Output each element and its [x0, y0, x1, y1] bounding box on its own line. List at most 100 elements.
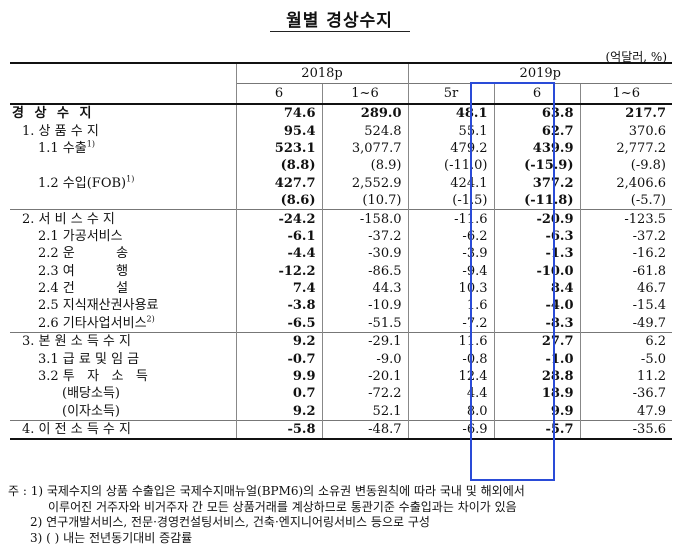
year-2018-header: 2018p	[235, 62, 408, 84]
table-row: 1. 상 품 수 지 95.4 524.8 55.1 62.7 370.6	[10, 122, 672, 140]
cell-value: -7.2	[407, 314, 494, 333]
cell-value: (8.6)	[235, 191, 322, 210]
row-label-text: 3.2 투 자 소 득	[38, 369, 148, 385]
cell-value: -6.2	[407, 227, 494, 246]
row-label: 2.4 건 설	[10, 280, 236, 297]
cell-value: 427.7	[235, 174, 322, 192]
row-label: 3.1 급 료 및 임 금	[10, 350, 236, 367]
cell-value: -35.6	[579, 420, 672, 441]
cell-value: 2,552.9	[321, 174, 408, 192]
cell-value: 18.9	[493, 385, 580, 403]
row-label-text: 2.2 운 송	[38, 246, 129, 262]
header-period-row: 6 1~6 5r 6 1~6	[10, 83, 672, 104]
cell-value: -61.8	[579, 262, 672, 280]
cell-value: 55.1	[407, 122, 494, 140]
row-label-text: 1.2 수입(FOB)	[38, 175, 127, 191]
row-label: 2.6 기타사업서비스2)	[10, 315, 236, 333]
header-year-row: 2018p 2019p	[10, 62, 672, 84]
year-2019-header: 2019p	[407, 62, 672, 84]
cell-value: 7.4	[235, 279, 322, 298]
cell-value: -49.7	[579, 314, 672, 333]
cell-value: 289.0	[321, 102, 408, 123]
cell-value: -15.4	[579, 297, 672, 315]
cell-value: 479.2	[407, 139, 494, 158]
cell-value: 9.2	[235, 402, 322, 421]
cell-value: 8.0	[407, 402, 494, 421]
cell-value: -10.9	[321, 297, 408, 315]
cell-value: -5.7	[493, 420, 580, 441]
cell-value: (-9.8)	[579, 157, 672, 175]
table-row: 2.1 가공서비스 -6.1 -37.2 -6.2 -6.3 -37.2	[10, 227, 672, 246]
cell-value: -37.2	[321, 227, 408, 246]
cell-value: (-11.8)	[493, 191, 580, 210]
table-row: 2.5 지식재산권사용료 -3.8 -10.9 1.6 -4.0 -15.4	[10, 297, 672, 315]
cell-value: -6.3	[493, 227, 580, 246]
cell-value: 3,077.7	[321, 139, 408, 158]
cell-value: -16.2	[579, 245, 672, 263]
cell-value: -72.2	[321, 385, 408, 403]
cell-value: -158.0	[321, 209, 408, 228]
row-label: 2.5 지식재산권사용료	[10, 297, 236, 314]
cell-value: -3.9	[407, 245, 494, 263]
cell-value: -86.5	[321, 262, 408, 280]
cell-value: 9.9	[493, 402, 580, 421]
row-label-text: 2. 서 비 스 수 지	[22, 211, 115, 227]
table-row: 4. 이 전 소 득 수 지 -5.8 -48.7 -6.9 -5.7 -35.6	[10, 420, 672, 441]
cell-value: -29.1	[321, 332, 408, 351]
cell-value: -0.8	[407, 350, 494, 368]
table-row: 경 상 수 지 74.6 289.0 48.1 63.8 217.7	[10, 102, 672, 123]
row-label: 1.2 수입(FOB)1)	[10, 175, 236, 192]
cell-value: (8.8)	[235, 157, 322, 175]
cell-value: -6.1	[235, 227, 322, 246]
footnote-2: 2) 연구개발서비스, 전문·경영컨설팅서비스, 건축·엔지니어링서비스 등으로…	[30, 515, 430, 529]
period-header: 1~6	[321, 83, 408, 104]
cell-value: -5.8	[235, 420, 322, 441]
cell-value: 11.6	[407, 332, 494, 351]
footnotes: 주 : 1) 국제수지의 상품 수출입은 국제수지매뉴얼(BPM6)의 소유권 …	[8, 484, 525, 546]
cell-value: 2,777.2	[579, 139, 672, 158]
table-row: 2.6 기타사업서비스2) -6.5 -51.5 -7.2 -8.3 -49.7	[10, 314, 672, 333]
cell-value: 46.7	[579, 279, 672, 298]
table-row: (8.8) (8.9) (-11.0) (-15.9) (-9.8)	[10, 157, 672, 175]
table-row: (8.6) (10.7) (-1.5) (-11.8) (-5.7)	[10, 191, 672, 210]
row-label-text: 1. 상 품 수 지	[22, 123, 99, 139]
table-row: 1.2 수입(FOB)1) 427.7 2,552.9 424.1 377.2 2,406…	[10, 174, 672, 192]
row-label	[10, 157, 236, 174]
table-row: 3.2 투 자 소 득 9.9 -20.1 12.4 28.8 11.2	[10, 367, 672, 386]
row-label: (배당소득)	[10, 385, 236, 402]
cell-value: -3.8	[235, 297, 322, 315]
row-label-text: 2.3 여 행	[38, 263, 129, 279]
cell-value: -48.7	[321, 420, 408, 441]
cell-value: 424.1	[407, 174, 494, 192]
row-label-text: 3. 본 원 소 득 수 지	[22, 334, 131, 350]
cell-value: -20.9	[493, 209, 580, 228]
row-label-text: 3.1 급 료 및 임 금	[38, 351, 140, 367]
cell-value: 48.1	[407, 102, 494, 123]
cell-value: 523.1	[235, 139, 322, 158]
cell-value: 63.8	[493, 102, 580, 123]
table-row: 3. 본 원 소 득 수 지 9.2 -29.1 11.6 27.7 6.2	[10, 332, 672, 351]
row-label: 2.1 가공서비스	[10, 228, 236, 245]
cell-value: -1.0	[493, 350, 580, 368]
row-label: 2.2 운 송	[10, 245, 236, 262]
table-row: 2. 서 비 스 수 지 -24.2 -158.0 -11.6 -20.9 -123.5	[10, 209, 672, 228]
cell-value: -51.5	[321, 314, 408, 333]
cell-value: 439.9	[493, 139, 580, 158]
row-label-text: 2.6 기타사업서비스	[38, 315, 147, 331]
cell-value: 28.8	[493, 367, 580, 386]
cell-value: 9.9	[235, 367, 322, 386]
cell-value: -30.9	[321, 245, 408, 263]
row-label: 1. 상 품 수 지	[10, 122, 236, 139]
cell-value: (10.7)	[321, 191, 408, 210]
row-label-text: (이자소득)	[62, 403, 120, 419]
row-label-text: 2.5 지식재산권사용료	[38, 298, 159, 314]
period-header: 6	[493, 83, 580, 104]
cell-value: -4.4	[235, 245, 322, 263]
cell-value: -6.5	[235, 314, 322, 333]
row-label: (이자소득)	[10, 403, 236, 421]
cell-value: 52.1	[321, 402, 408, 421]
footnote-marker: 1)	[126, 174, 135, 184]
row-label: 4. 이 전 소 득 수 지	[10, 420, 236, 441]
row-label-text: 2.1 가공서비스	[38, 228, 123, 244]
cell-value: (-1.5)	[407, 191, 494, 210]
